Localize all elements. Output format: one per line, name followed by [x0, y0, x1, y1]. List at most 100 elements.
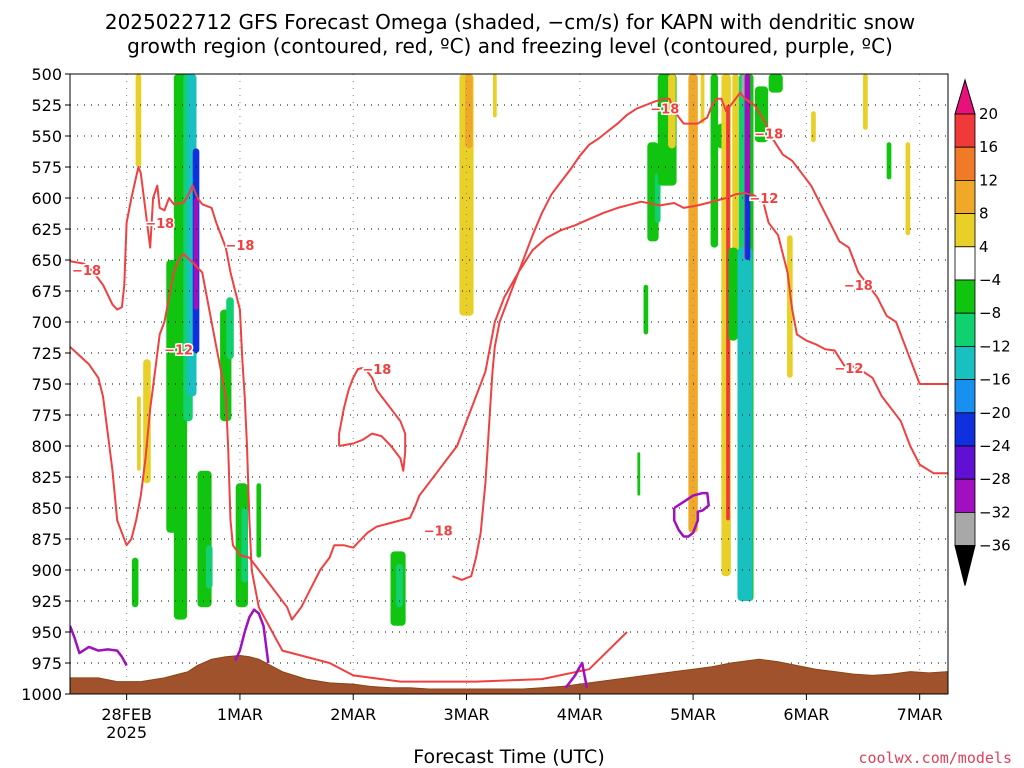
colorbar-label: −12: [979, 337, 1011, 355]
freezing-level-line: [564, 661, 589, 689]
chart-title-line1: 2025022712 GFS Forecast Omega (shaded, −…: [105, 10, 915, 34]
omega-cell: [737, 247, 753, 601]
colorbar-label: −8: [979, 304, 1001, 322]
colorbar-segment: [954, 312, 976, 347]
omega-cell: [137, 396, 141, 471]
dgz-contour-line: [452, 91, 948, 581]
colorbar-label: 20: [979, 105, 998, 123]
colorbar-segment: [954, 179, 976, 214]
colorbar-label: −20: [979, 404, 1011, 422]
colorbar-segment: [954, 279, 976, 314]
colorbar-label: 4: [979, 238, 989, 256]
contour-label: −18: [362, 363, 391, 378]
x-tick-sublabel: 2025: [106, 723, 147, 742]
colorbar-label: −36: [979, 537, 1011, 555]
y-tick-label: 775: [31, 406, 62, 425]
omega-cell: [745, 191, 751, 260]
omega-cell: [166, 260, 180, 533]
y-tick-label: 550: [31, 127, 62, 146]
contour-label: −18: [145, 217, 174, 232]
colorbar-top-arrow: [954, 78, 976, 115]
colorbar-label: −24: [979, 437, 1011, 455]
omega-cell: [668, 74, 676, 149]
omega-cell: [637, 452, 641, 496]
freezing-level-line: [234, 608, 270, 664]
colorbar-label: 16: [979, 138, 998, 156]
colorbar-segment: [954, 246, 976, 281]
colorbar-segment: [954, 379, 976, 414]
omega-cell: [131, 557, 139, 608]
x-tick-label: 6MAR: [783, 705, 829, 724]
omega-cell: [710, 74, 719, 248]
omega-cell: [193, 198, 199, 310]
colorbar-label: 8: [979, 205, 989, 223]
omega-cell: [654, 173, 661, 223]
x-tick-label: 5MAR: [670, 705, 716, 724]
omega-cell: [643, 284, 649, 335]
contour-label: −18: [225, 239, 254, 254]
colorbar: 20 16 12 8 4 −4 −8 −12 −16 −20 −24 −28 −32 −36: [954, 78, 1011, 586]
omega-cell: [226, 297, 234, 360]
omega-cell: [768, 74, 783, 93]
colorbar-segment: [954, 345, 976, 380]
contour-label: −18: [844, 279, 873, 294]
contour-label: −18: [650, 103, 679, 118]
chart-title-line2: growth region (contoured, red, ºC) and f…: [127, 34, 893, 58]
x-tick-label: 4MAR: [557, 705, 603, 724]
y-tick-label: 975: [31, 654, 62, 673]
y-tick-label: 875: [31, 530, 62, 549]
contour-label: −18: [424, 524, 453, 539]
freezing-level-contours: [70, 491, 710, 689]
x-tick-label: 7MAR: [897, 705, 943, 724]
x-tick-label: 2MAR: [330, 705, 376, 724]
dgz-contour-line: [70, 192, 948, 621]
omega-cell: [205, 545, 213, 589]
y-tick-label: 950: [31, 623, 62, 642]
omega-cell: [787, 235, 793, 378]
omega-cell: [135, 74, 142, 167]
omega-cell: [726, 105, 730, 521]
y-tick-label: 500: [31, 65, 62, 84]
colorbar-label: −28: [979, 470, 1011, 488]
y-tick-label: 600: [31, 189, 62, 208]
colorbar-bottom-arrow: [954, 545, 976, 586]
x-tick-label: 28FEB: [101, 705, 152, 724]
colorbar-label: −32: [979, 503, 1011, 521]
omega-cell: [741, 74, 745, 99]
omega-cell: [396, 563, 403, 608]
omega-cell: [241, 508, 248, 583]
y-axis: 500 525 550 575 600 625 650 675 700 725 750 775 800 8…: [21, 65, 70, 704]
dendritic-growth-contours: [70, 91, 948, 683]
omega-shading-layer: [131, 74, 911, 626]
contour-label: −12: [164, 343, 193, 358]
dgz-contour-line: [70, 166, 628, 683]
y-tick-label: 700: [31, 313, 62, 332]
y-tick-label: 800: [31, 437, 62, 456]
x-tick-label: 3MAR: [443, 705, 489, 724]
x-axis-label: Forecast Time (UTC): [413, 746, 604, 768]
y-tick-label: 725: [31, 344, 62, 363]
y-tick-label: 525: [31, 96, 62, 115]
x-tick-label: 1MAR: [217, 705, 263, 724]
omega-cell: [863, 74, 868, 130]
y-tick-label: 625: [31, 220, 62, 239]
contour-label: −18: [754, 128, 783, 143]
omega-cell: [700, 74, 705, 124]
colorbar-segment: [954, 445, 976, 480]
colorbar-segment: [954, 113, 976, 148]
colorbar-segment: [954, 146, 976, 181]
freezing-level-line: [70, 625, 128, 667]
contour-labels: −18 −18 −18 −12 −18 −18 −18 −18 −12 −18 −12: [71, 101, 875, 541]
y-tick-label: 650: [31, 251, 62, 270]
contour-label: −18: [72, 264, 101, 279]
omega-cell: [465, 74, 473, 149]
colorbar-label: −16: [979, 371, 1011, 389]
omega-cell: [492, 74, 497, 118]
y-tick-label: 575: [31, 158, 62, 177]
omega-cell: [905, 142, 911, 236]
colorbar-segment: [954, 412, 976, 447]
omega-cell: [688, 74, 698, 533]
y-tick-label: 850: [31, 499, 62, 518]
